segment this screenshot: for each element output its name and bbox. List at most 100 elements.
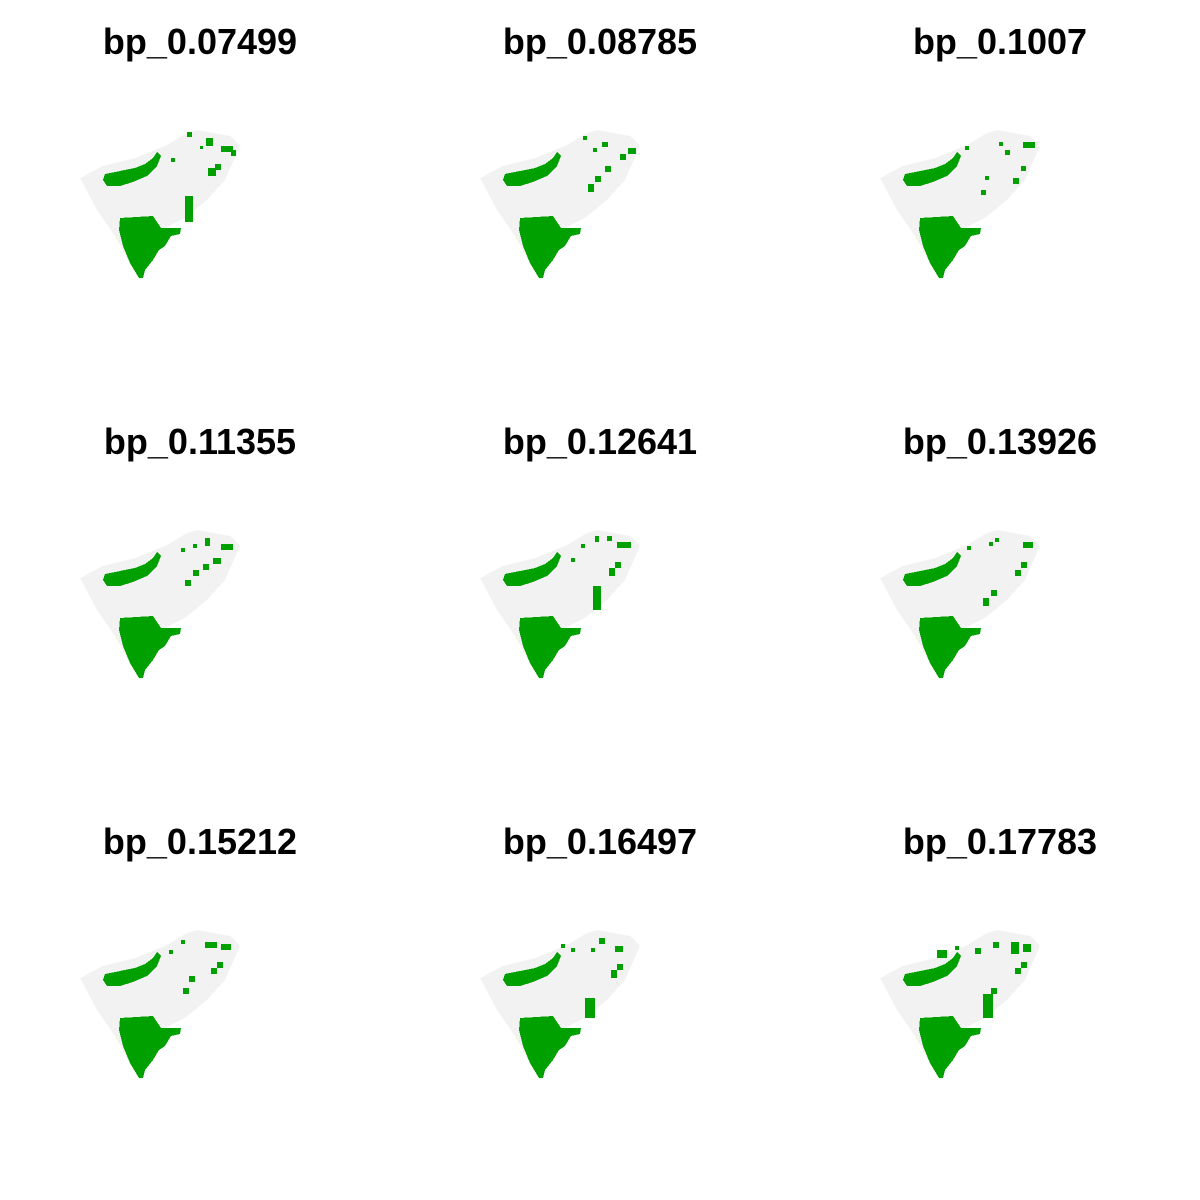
study-area [80, 130, 240, 278]
presence-cell [208, 168, 216, 176]
presence-patch-south [519, 216, 581, 278]
map-panel-7: bp_0.15212 [0, 800, 400, 1200]
presence-cell [588, 184, 594, 192]
presence-cell [187, 132, 192, 137]
presence-cell [965, 146, 969, 150]
presence-cell [581, 544, 585, 548]
suitability-map [475, 118, 645, 283]
presence-cell [593, 148, 597, 152]
presence-cell [1015, 570, 1021, 576]
map-svg [80, 130, 240, 278]
presence-cell [189, 976, 195, 982]
presence-patch-south [119, 1016, 181, 1078]
panel-title: bp_0.13926 [902, 421, 1098, 462]
presence-cell [993, 942, 999, 948]
map-panel-9: bp_0.17783 [800, 800, 1200, 1200]
panel-title: bp_0.07499 [102, 21, 298, 62]
presence-cell [205, 538, 210, 546]
presence-patch-north [903, 552, 961, 586]
presence-cell [967, 546, 971, 550]
presence-cell [605, 166, 611, 172]
presence-patch-south [919, 1016, 981, 1078]
presence-cell [615, 562, 621, 568]
presence-cell [169, 950, 173, 954]
map-panel-2: bp_0.08785 [400, 0, 800, 400]
suitability-map [875, 118, 1045, 283]
presence-cell [985, 176, 989, 180]
presence-cell [181, 940, 185, 944]
presence-cell [1023, 542, 1033, 548]
map-svg [480, 530, 640, 678]
presence-patch-south [519, 616, 581, 678]
suitability-map [475, 518, 645, 683]
study-area [480, 930, 640, 1078]
presence-cell [628, 148, 636, 154]
panel-title: bp_0.16497 [502, 821, 698, 862]
presence-cell [215, 164, 221, 170]
presence-cell [955, 946, 959, 950]
map-panel-1: bp_0.07499 [0, 0, 400, 400]
panel-title: bp_0.11355 [103, 421, 297, 462]
presence-cell [1011, 942, 1019, 954]
study-area [880, 130, 1040, 278]
study-area [880, 530, 1040, 678]
presence-cell [983, 598, 989, 606]
study-area [80, 930, 240, 1078]
presence-cell [617, 964, 623, 970]
presence-cell [602, 142, 608, 147]
presence-patch-north [503, 552, 561, 586]
map-panel-3: bp_0.1007 [800, 0, 1200, 400]
presence-cell [206, 138, 213, 146]
presence-cell [231, 150, 236, 156]
presence-cell [181, 548, 185, 552]
presence-cell [991, 988, 997, 994]
presence-cell [221, 944, 231, 950]
map-svg [880, 130, 1040, 278]
panel-title: bp_0.08785 [502, 21, 698, 62]
presence-cell [1023, 944, 1031, 952]
presence-cell [571, 558, 575, 562]
study-area [80, 530, 240, 678]
presence-cell [193, 544, 197, 548]
panel-title: bp_0.1007 [912, 21, 1088, 62]
presence-cell [611, 970, 617, 978]
presence-cell [185, 580, 191, 586]
map-svg [80, 930, 240, 1078]
presence-cell [937, 950, 947, 958]
presence-cell [591, 948, 595, 952]
presence-cell [193, 570, 199, 576]
presence-cell [609, 568, 615, 576]
map-panel-4: bp_0.11355 [0, 400, 400, 800]
presence-cell [221, 544, 233, 550]
map-svg [880, 930, 1040, 1078]
presence-patch-north [503, 152, 561, 186]
presence-cell [983, 994, 993, 1018]
suitability-map [875, 918, 1045, 1083]
presence-patch-north [103, 952, 161, 986]
presence-patch-south [119, 616, 181, 678]
presence-cell [595, 176, 601, 182]
presence-patch-north [103, 152, 161, 186]
presence-cell [221, 146, 233, 152]
panel-title: bp_0.15212 [102, 821, 298, 862]
presence-patch-north [903, 952, 961, 986]
study-area [880, 930, 1040, 1078]
presence-cell [995, 538, 999, 542]
presence-cell [561, 944, 565, 948]
suitability-map [75, 118, 245, 283]
suitability-map [75, 918, 245, 1083]
presence-patch-south [919, 216, 981, 278]
presence-cell [975, 948, 981, 954]
presence-cell [599, 938, 605, 944]
presence-cell [1015, 968, 1021, 974]
presence-cell [217, 962, 223, 968]
presence-cell [615, 946, 623, 952]
presence-cell [171, 158, 175, 162]
presence-cell [205, 942, 217, 948]
presence-cell [1021, 562, 1027, 568]
presence-cell [617, 542, 631, 548]
map-panel-6: bp_0.13926 [800, 400, 1200, 800]
presence-patch-south [919, 616, 981, 678]
presence-cell [571, 948, 575, 952]
